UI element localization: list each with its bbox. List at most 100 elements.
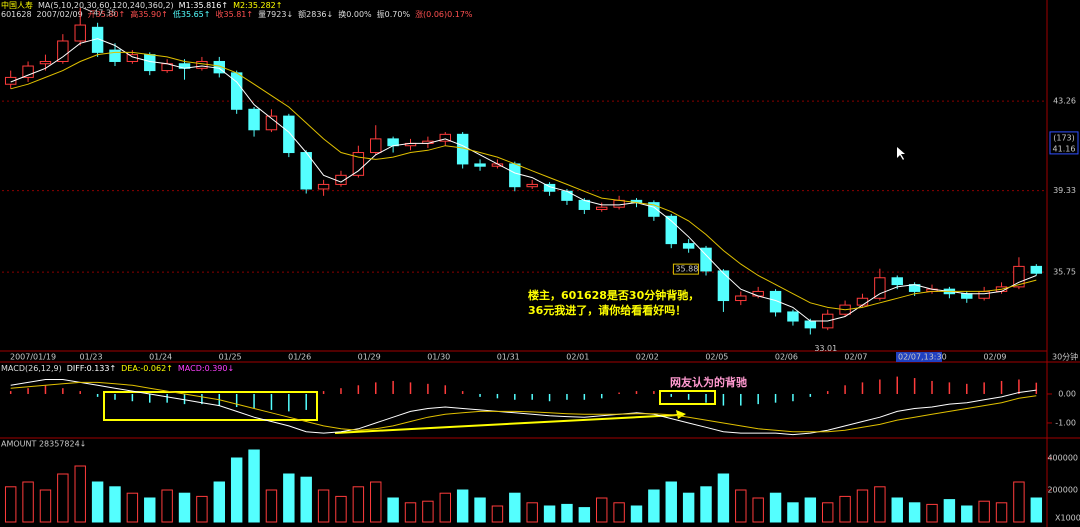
y-tick-label: 39.33 (1053, 186, 1076, 195)
header-item: 高35.90↑ (130, 9, 168, 19)
volume-bar (613, 502, 625, 523)
volume-bar (1030, 497, 1043, 523)
volume-bar (561, 503, 573, 523)
candle-body (509, 163, 521, 188)
volume-bar (700, 486, 712, 523)
header-item: M1:35.816↑ (179, 1, 228, 10)
header-item: 收35.81↑ (215, 9, 253, 19)
volume-bar (787, 502, 799, 523)
cursor-label: 02/07,13:30 (898, 353, 947, 362)
volume-bar (265, 489, 278, 523)
candle-body (230, 72, 243, 110)
header-item: 换0.00% (338, 9, 372, 19)
label-leader (83, 7, 93, 13)
candle-body (370, 138, 382, 154)
x-tick-label: 02/07 (844, 353, 867, 362)
header-line: 601628 2007/02/09 开35.80↑ 高35.90↑ 低35.65↑ 收35… (1, 9, 473, 19)
x-tick-label: 02/05 (705, 353, 728, 362)
volume-bar (109, 486, 121, 523)
volume-bar (230, 457, 243, 523)
candle-body (196, 60, 208, 69)
cursor-label-box (896, 352, 942, 362)
volume-bar (439, 492, 451, 523)
y-tick-label: 35.75 (1053, 268, 1076, 277)
volume-bar (978, 500, 990, 523)
candle-body (735, 295, 747, 302)
volume-bar (74, 465, 86, 523)
x-tick-label: 02/06 (775, 353, 798, 362)
candle-body (700, 247, 712, 272)
candle-body (74, 24, 86, 42)
volume-bar (126, 492, 139, 523)
highlight-box (103, 391, 318, 421)
candle-body (283, 115, 295, 154)
volume-bar (57, 473, 69, 523)
low-label: 33.01 (814, 344, 837, 353)
volume-bar (196, 495, 208, 523)
y-tick-label: -1.00 (1055, 418, 1076, 427)
volume-bar (370, 481, 382, 523)
candle-body (109, 49, 121, 62)
volume-bar (91, 481, 104, 523)
header-item: DIFF:0.133↑ (67, 364, 116, 373)
mouse-cursor (897, 147, 905, 160)
volume-bar (961, 505, 973, 523)
header-item: 601628 (1, 10, 32, 19)
volume-bar (161, 489, 173, 523)
y-tick-label: 400000 (1047, 454, 1078, 463)
highlight-box (659, 390, 716, 405)
candle-body (717, 270, 730, 302)
header-item: MACD:0.390↓ (178, 364, 234, 373)
header-line: MACD(26,12,9) DIFF:0.133↑ DEA:-0.062↑ MACD:… (1, 364, 234, 373)
dea-line (10, 381, 1037, 433)
question-text: 楼主，601628是否30分钟背驰， (528, 288, 699, 302)
arrow (334, 414, 679, 434)
header-item: M2:35.282↑ (233, 1, 282, 10)
candle-body (874, 277, 886, 299)
candle-body (787, 311, 799, 322)
candle-body (39, 60, 52, 65)
volume-bar (283, 473, 295, 523)
header-item: 额2836↓ (298, 9, 333, 19)
moving-average (10, 38, 1037, 322)
x-tick-label: 01/24 (149, 353, 172, 362)
volume-bar (543, 505, 556, 523)
x-tick-label: 01/26 (288, 353, 311, 362)
volume-bar (474, 497, 486, 523)
volume-bar (352, 486, 365, 523)
candle-body (648, 202, 660, 217)
volume-bar (648, 489, 660, 523)
x-tick-label: 01/25 (219, 353, 242, 362)
candle-body (248, 108, 260, 131)
volume-bar (630, 505, 643, 523)
arrow-head (676, 410, 686, 419)
volume-bar (317, 489, 330, 523)
volume-bar (300, 476, 312, 523)
volume-bar (22, 481, 34, 523)
current-price-box (1049, 131, 1079, 155)
candle-body (144, 54, 156, 72)
volume-bar (213, 481, 226, 523)
x-tick-label: 02/09 (983, 353, 1006, 362)
period-label: 30分钟 (1052, 352, 1078, 362)
volume-bar (769, 492, 782, 523)
header-line: 中国人寿 MA(5,10,20,30,60,120,240,360,2) M1:35… (1, 0, 282, 10)
x-tick-label: 01/31 (497, 353, 520, 362)
volume-bar (422, 500, 434, 523)
volume-bar (856, 489, 869, 523)
volume-bar (874, 486, 886, 523)
moving-average (10, 51, 1037, 311)
candle-body (317, 183, 330, 190)
x-tick-label: 02/02 (636, 353, 659, 362)
question-text: 36元我进了，请你给看看好吗！ (528, 303, 686, 317)
volume-bar (526, 502, 538, 523)
header-item: MACD(26,12,9) (1, 364, 62, 373)
candle-body (596, 206, 608, 210)
header-item: 开35.80↑ (88, 10, 126, 19)
header-item: 2007/02/09 (37, 10, 83, 19)
candle-body (752, 290, 764, 297)
high-label: 35.88 (675, 265, 698, 274)
candle-body (387, 138, 399, 147)
candle-body (4, 76, 17, 85)
current-price-count: (173) (1053, 133, 1075, 142)
